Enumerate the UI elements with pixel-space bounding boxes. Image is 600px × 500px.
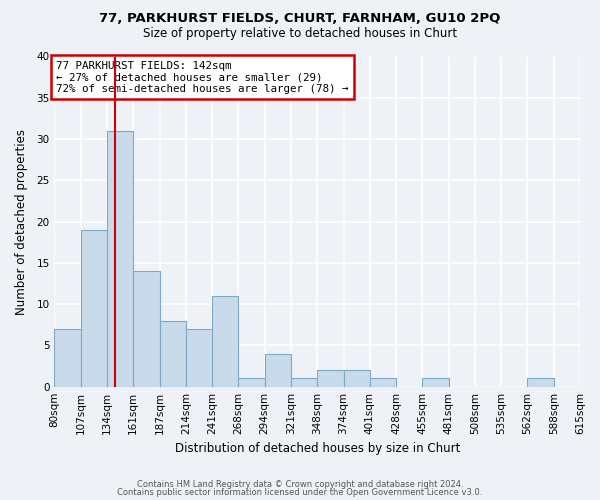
Bar bbox=[186, 329, 212, 386]
Bar bbox=[422, 378, 449, 386]
Bar bbox=[81, 230, 107, 386]
Text: 77, PARKHURST FIELDS, CHURT, FARNHAM, GU10 2PQ: 77, PARKHURST FIELDS, CHURT, FARNHAM, GU… bbox=[100, 12, 500, 26]
Text: Contains HM Land Registry data © Crown copyright and database right 2024.: Contains HM Land Registry data © Crown c… bbox=[137, 480, 463, 489]
Bar bbox=[527, 378, 554, 386]
Bar bbox=[343, 370, 370, 386]
Text: Size of property relative to detached houses in Churt: Size of property relative to detached ho… bbox=[143, 28, 457, 40]
Bar bbox=[55, 329, 81, 386]
Bar bbox=[212, 296, 238, 386]
Bar bbox=[238, 378, 265, 386]
Bar bbox=[133, 271, 160, 386]
X-axis label: Distribution of detached houses by size in Churt: Distribution of detached houses by size … bbox=[175, 442, 460, 455]
Text: Contains public sector information licensed under the Open Government Licence v3: Contains public sector information licen… bbox=[118, 488, 482, 497]
Bar bbox=[317, 370, 343, 386]
Text: 77 PARKHURST FIELDS: 142sqm
← 27% of detached houses are smaller (29)
72% of sem: 77 PARKHURST FIELDS: 142sqm ← 27% of det… bbox=[56, 60, 349, 94]
Bar bbox=[107, 131, 133, 386]
Bar bbox=[370, 378, 396, 386]
Y-axis label: Number of detached properties: Number of detached properties bbox=[15, 128, 28, 314]
Bar bbox=[160, 320, 186, 386]
Bar bbox=[291, 378, 317, 386]
Bar bbox=[265, 354, 291, 386]
